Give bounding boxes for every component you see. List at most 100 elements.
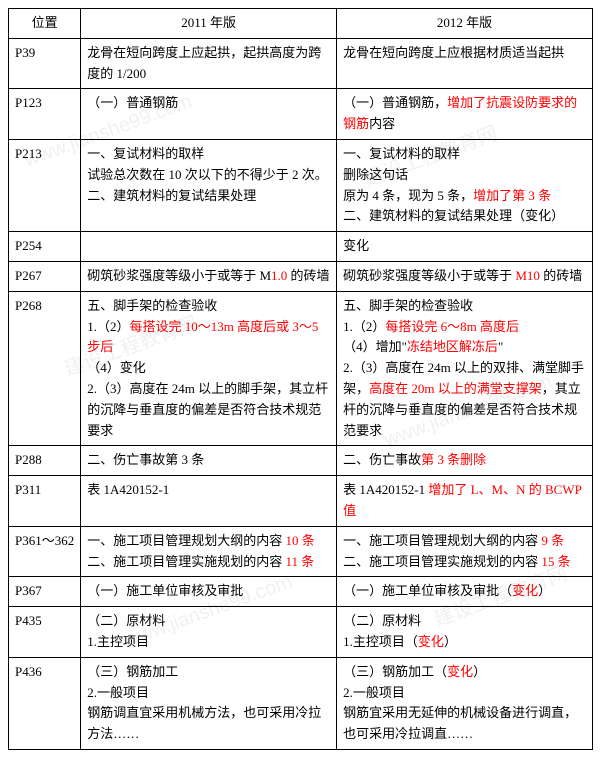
cell-text: 砌筑砂浆强度等级小于或等于 (343, 268, 515, 283)
cell-text: 原为 4 条，现为 5 条， (343, 188, 473, 203)
table-cell: 龙骨在短向跨度上应起拱，起拱高度为跨度的 1/200 (81, 38, 337, 89)
cell-text: 1.主控项目 (87, 634, 149, 649)
cell-text: 第 3 条删除 (421, 452, 486, 467)
cell-text: 一、施工项目管理规划大纲的内容 (87, 533, 285, 548)
cell-text: 一、复试材料的取样 (343, 146, 460, 161)
table-cell: （一）施工单位审核及审批 (81, 577, 337, 607)
table-row: P435（二）原材料1.主控项目（二）原材料1.主控项目（变化） (9, 607, 593, 658)
table-row: P288二、伤亡事故第 3 条二、伤亡事故第 3 条删除 (9, 446, 593, 476)
cell-text: 1.（2） (87, 319, 129, 334)
cell-text: 高度在 20m 以上的满堂支撑架 (369, 381, 542, 396)
cell-text: 二、伤亡事故 (343, 452, 421, 467)
cell-text: 11 条 (286, 554, 315, 569)
cell-text: 试验总次数在 10 次以下的不得少于 2 次。 (87, 167, 328, 182)
table-cell: 表 1A420152-1 增加了 L、M、N 的 BCWP 值 (337, 476, 593, 527)
table-cell: （一）普通钢筋 (81, 89, 337, 140)
table-row: P436（三）钢筋加工2.一般项目钢筋调直宜采用机械方法，也可采用冷拉方法……（… (9, 657, 593, 749)
cell-text: （一）普通钢筋 (87, 95, 178, 110)
cell-text: 表 1A420152-1 (87, 482, 169, 497)
cell-text: 10 条 (286, 533, 315, 548)
cell-text: （一）施工单位审核及审批 (87, 583, 243, 598)
cell-text: 1.主控项目（ (343, 634, 418, 649)
cell-text: （4）变化 (87, 360, 146, 375)
table-row: P39龙骨在短向跨度上应起拱，起拱高度为跨度的 1/200 龙骨在短向跨度上应根据… (9, 38, 593, 89)
cell-text: ） (473, 664, 486, 679)
cell-text: 2.一般项目 (343, 685, 405, 700)
table-cell: 变化 (337, 232, 593, 262)
table-body: P39龙骨在短向跨度上应起拱，起拱高度为跨度的 1/200 龙骨在短向跨度上应根据… (9, 38, 593, 749)
cell-text: 钢筋宜采用无延伸的机械设备进行调直，也可采用冷拉调直…… (343, 705, 577, 741)
cell-text: 删除这句话 (343, 167, 408, 182)
table-cell: 二、伤亡事故第 3 条删除 (337, 446, 593, 476)
table-cell: 一、施工项目管理规划大纲的内容 9 条二、施工项目管理实施规划的内容 15 条 (337, 526, 593, 577)
cell-text: 变化 (447, 664, 473, 679)
cell-text: 变化 (343, 238, 369, 253)
cell-text: （三）钢筋加工 (87, 664, 178, 679)
comparison-table: 位置 2011 年版 2012 年版 P39龙骨在短向跨度上应起拱，起拱高度为跨… (8, 8, 593, 750)
cell-text: 龙骨在短向跨度上应起拱，起拱高度为跨度的 1/200 (87, 45, 321, 81)
cell-text: " (498, 339, 503, 354)
table-row: P213一、复试材料的取样试验总次数在 10 次以下的不得少于 2 次。二、建筑… (9, 139, 593, 231)
cell-position: P436 (9, 657, 81, 749)
cell-text: 二、建筑材料的复试结果处理 (87, 188, 256, 203)
cell-text: 变化 (418, 634, 444, 649)
table-row: P367（一）施工单位审核及审批（一）施工单位审核及审批（变化） (9, 577, 593, 607)
cell-position: P123 (9, 89, 81, 140)
cell-text: 五、脚手架的检查验收 (343, 298, 473, 313)
table-cell: 龙骨在短向跨度上应根据材质适当起拱 (337, 38, 593, 89)
table-cell: （一）普通钢筋，增加了抗震设防要求的钢筋内容 (337, 89, 593, 140)
cell-text: 二、伤亡事故第 3 条 (87, 452, 204, 467)
cell-text: 内容 (369, 116, 395, 131)
cell-text: （二）原材料 (343, 613, 421, 628)
table-cell: 表 1A420152-1 (81, 476, 337, 527)
cell-text: （一）普通钢筋， (343, 95, 447, 110)
table-cell: （二）原材料 1.主控项目 (81, 607, 337, 658)
table-cell: （三）钢筋加工2.一般项目钢筋调直宜采用机械方法，也可采用冷拉方法…… (81, 657, 337, 749)
cell-position: P268 (9, 291, 81, 446)
table-cell: （三）钢筋加工（变化）2.一般项目钢筋宜采用无延伸的机械设备进行调直，也可采用冷… (337, 657, 593, 749)
table-cell: 一、复试材料的取样删除这句话原为 4 条，现为 5 条，增加了第 3 条二、建筑… (337, 139, 593, 231)
cell-text: 五、脚手架的检查验收 (87, 298, 217, 313)
cell-position: P311 (9, 476, 81, 527)
cell-text: ） (538, 583, 551, 598)
table-cell: 五、脚手架的检查验收1.（2）每搭设完 10～13m 高度后或 3～5 步后（4… (81, 291, 337, 446)
cell-text: 砌筑砂浆强度等级小于或等于 M (87, 268, 271, 283)
table-cell: 砌筑砂浆强度等级小于或等于 M10 的砖墙 (337, 261, 593, 291)
cell-text: 15 条 (541, 554, 570, 569)
cell-text: 二、施工项目管理实施规划的内容 (343, 554, 541, 569)
header-pos: 位置 (9, 9, 81, 39)
table-row: P123 （一）普通钢筋 （一）普通钢筋，增加了抗震设防要求的钢筋内容 (9, 89, 593, 140)
table-cell: 一、复试材料的取样试验总次数在 10 次以下的不得少于 2 次。二、建筑材料的复… (81, 139, 337, 231)
table-row: P361～362一、施工项目管理规划大纲的内容 10 条二、施工项目管理实施规划… (9, 526, 593, 577)
table-cell: 一、施工项目管理规划大纲的内容 10 条二、施工项目管理实施规划的内容 11 条 (81, 526, 337, 577)
cell-position: P254 (9, 232, 81, 262)
cell-text: 一、施工项目管理规划大纲的内容 (343, 533, 541, 548)
table-cell (81, 232, 337, 262)
cell-text: 的砖墙 (287, 268, 329, 283)
table-row: P268五、脚手架的检查验收1.（2）每搭设完 10～13m 高度后或 3～5 … (9, 291, 593, 446)
cell-position: P267 (9, 261, 81, 291)
header-2012: 2012 年版 (337, 9, 593, 39)
cell-position: P39 (9, 38, 81, 89)
cell-text: 1.（2） (343, 319, 385, 334)
cell-text: 一、复试材料的取样 (87, 146, 204, 161)
cell-position: P367 (9, 577, 81, 607)
header-row: 位置 2011 年版 2012 年版 (9, 9, 593, 39)
cell-text: 9 条 (541, 533, 564, 548)
cell-text: 表 1A420152-1 (343, 482, 428, 497)
cell-text: 龙骨在短向跨度上应根据材质适当起拱 (343, 45, 564, 60)
table-cell: 砌筑砂浆强度等级小于或等于 M1.0 的砖墙 (81, 261, 337, 291)
cell-text: （二）原材料 (87, 613, 165, 628)
cell-position: P361～362 (9, 526, 81, 577)
cell-text: 二、施工项目管理实施规划的内容 (87, 554, 285, 569)
cell-text: 钢筋调直宜采用机械方法，也可采用冷拉方法…… (87, 705, 321, 741)
cell-text: 二、建筑材料的复试结果处理（变化） (343, 208, 564, 223)
cell-text: 1.0 (271, 268, 287, 283)
cell-text: 冻结地区解冻后 (407, 339, 498, 354)
header-2011: 2011 年版 (81, 9, 337, 39)
table-cell: 五、脚手架的检查验收1.（2）每搭设完 6～8m 高度后（4）增加"冻结地区解冻… (337, 291, 593, 446)
table-row: P311表 1A420152-1表 1A420152-1 增加了 L、M、N 的… (9, 476, 593, 527)
cell-position: P213 (9, 139, 81, 231)
cell-text: ） (444, 634, 457, 649)
cell-text: M10 (515, 268, 540, 283)
